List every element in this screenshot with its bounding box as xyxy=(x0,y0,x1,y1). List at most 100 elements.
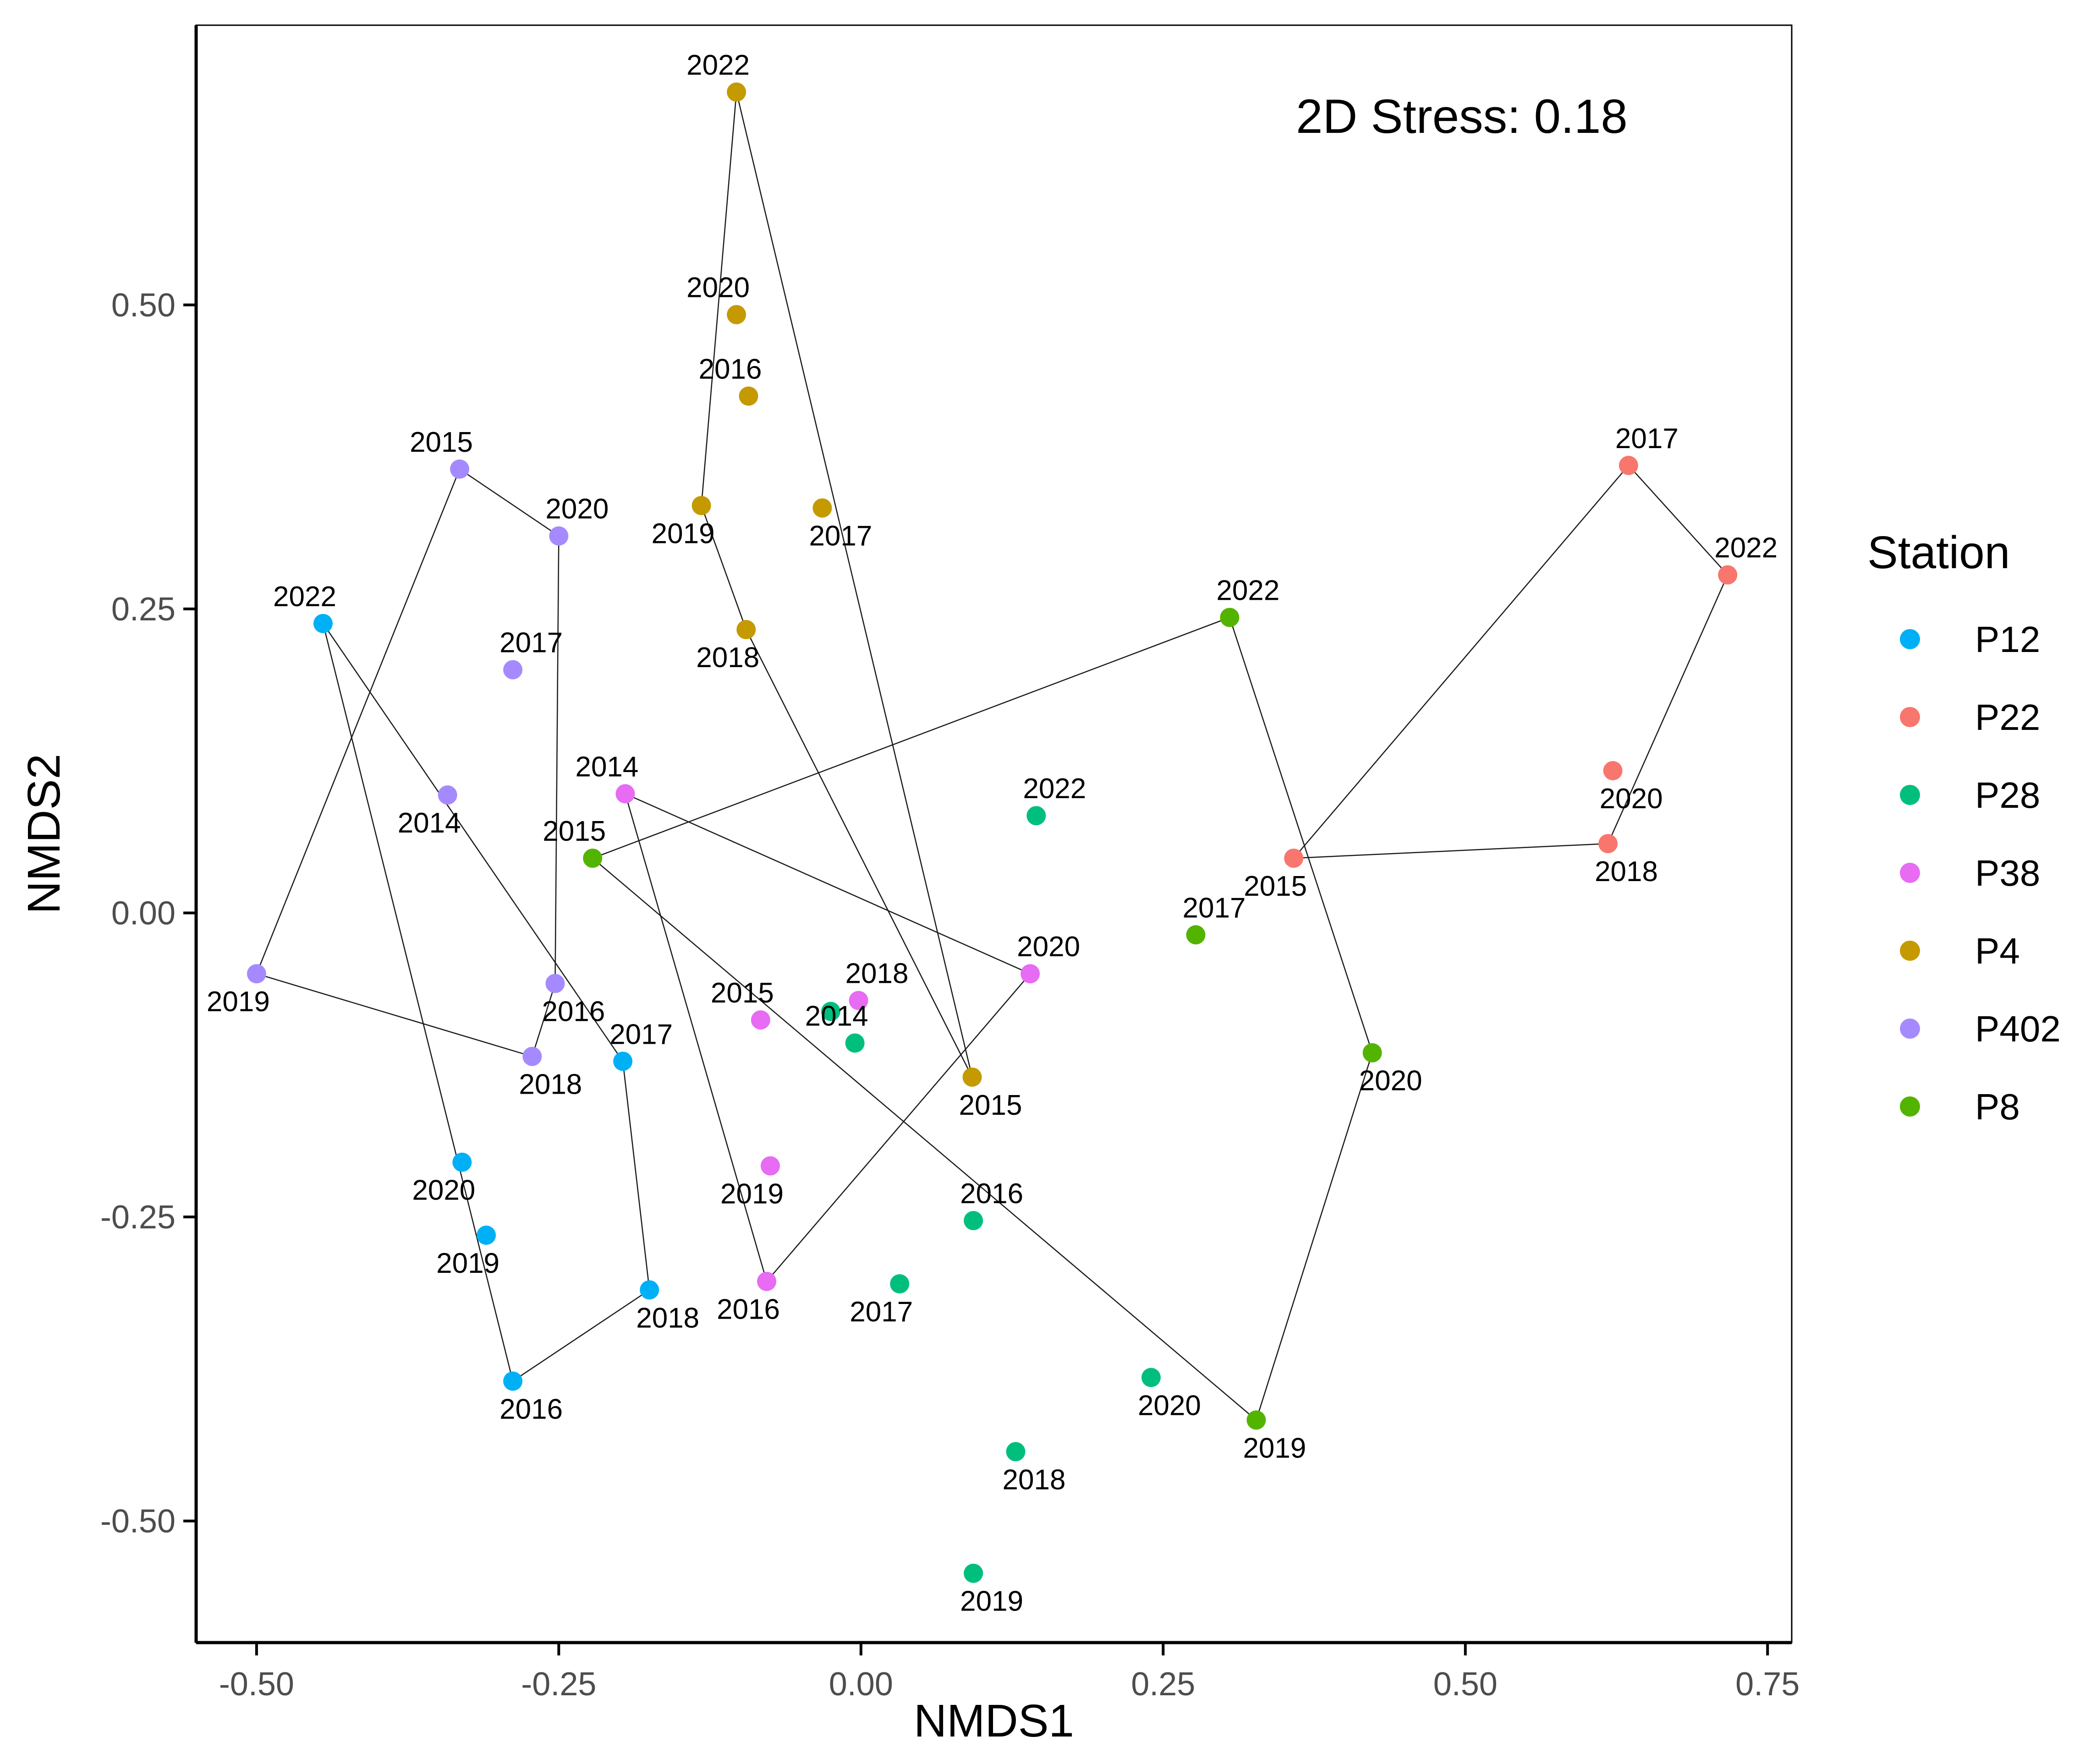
point-label: 2018 xyxy=(845,958,909,990)
point-labels: 2022 2020 2019 2017 2018 2016 2017 2022 2020 2015… xyxy=(207,49,1778,1617)
legend-label: P4 xyxy=(1975,931,2020,971)
legend-key-p22 xyxy=(1900,707,1920,727)
legend-items: P12 P22 P28 P38 P4 P402 P8 xyxy=(1900,619,2061,1127)
point-label: 2015 xyxy=(543,816,606,847)
hull-p402 xyxy=(256,468,560,1057)
point-label: 2020 xyxy=(412,1175,475,1206)
point-label: 2019 xyxy=(960,1586,1023,1617)
legend-label: P38 xyxy=(1975,853,2040,893)
point-p402 xyxy=(522,1046,542,1066)
legend-key-p28 xyxy=(1900,785,1920,805)
x-axis-ticks: -0.50 -0.25 0.00 0.25 0.50 0.75 xyxy=(219,1643,1800,1703)
legend-key-p12 xyxy=(1900,629,1920,649)
y-axis-ticks: -0.50 -0.25 0.00 0.25 0.50 xyxy=(100,287,196,1540)
point-p12 xyxy=(477,1225,496,1245)
legend-key-p4 xyxy=(1900,941,1920,961)
point-p402 xyxy=(545,974,565,993)
point-label: 2022 xyxy=(686,49,750,81)
point-p28 xyxy=(964,1211,983,1231)
point-p28 xyxy=(964,1563,983,1583)
hull-p38 xyxy=(624,793,1032,1283)
point-p4 xyxy=(736,620,756,640)
point-label: 2018 xyxy=(1003,1464,1066,1496)
legend-label: P8 xyxy=(1975,1086,2020,1127)
point-label: 2019 xyxy=(652,518,715,549)
point-p38 xyxy=(751,1010,770,1030)
point-label: 2019 xyxy=(436,1248,499,1279)
x-tick-label: 0.25 xyxy=(1131,1666,1195,1703)
y-tick-label: 0.00 xyxy=(111,895,176,932)
point-label: 2016 xyxy=(542,996,605,1027)
point-p28 xyxy=(890,1274,910,1294)
x-axis-title: NMDS1 xyxy=(914,1695,1074,1747)
point-label: 2015 xyxy=(959,1090,1022,1121)
point-label: 2020 xyxy=(1017,931,1080,963)
point-p38 xyxy=(1021,964,1040,984)
point-label: 2015 xyxy=(1244,871,1307,902)
point-p12 xyxy=(640,1280,659,1300)
point-p12 xyxy=(503,1371,523,1391)
point-p38 xyxy=(760,1156,780,1176)
x-tick-label: 0.00 xyxy=(829,1666,893,1703)
legend: Station P12 P22 P28 P38 P4 P402 P8 xyxy=(1867,527,2061,1127)
x-tick-label: 0.75 xyxy=(1735,1666,1800,1703)
legend-key-p8 xyxy=(1900,1096,1920,1117)
point-label: 2017 xyxy=(850,1296,913,1328)
point-label: 2019 xyxy=(720,1178,784,1210)
point-label: 2022 xyxy=(1216,575,1279,607)
point-p22 xyxy=(1619,455,1638,475)
point-p4 xyxy=(812,498,832,518)
legend-label: P12 xyxy=(1975,619,2040,660)
point-p8 xyxy=(1362,1043,1382,1063)
point-label: 2018 xyxy=(1595,856,1658,887)
point-p12 xyxy=(613,1052,633,1071)
x-tick-label: 0.50 xyxy=(1433,1666,1498,1703)
legend-label: P22 xyxy=(1975,697,2040,738)
point-p4 xyxy=(691,496,711,515)
point-label: 2019 xyxy=(207,986,270,1018)
point-p28 xyxy=(845,1033,865,1053)
point-label: 2014 xyxy=(575,751,638,783)
point-p22 xyxy=(1718,565,1738,585)
y-tick-label: 0.50 xyxy=(111,287,176,323)
point-label: 2020 xyxy=(1138,1390,1201,1421)
y-tick-label: -0.50 xyxy=(100,1503,176,1540)
point-label: 2014 xyxy=(805,1001,868,1032)
stress-annotation: 2D Stress: 0.18 xyxy=(1296,90,1628,143)
point-p22 xyxy=(1598,834,1618,854)
point-label: 2018 xyxy=(696,642,759,674)
point-p4 xyxy=(739,386,758,406)
point-p28 xyxy=(821,1002,840,1021)
point-label: 2022 xyxy=(1023,773,1086,805)
x-tick-label: -0.50 xyxy=(219,1666,294,1703)
point-label: 2017 xyxy=(1183,892,1246,924)
point-label: 2020 xyxy=(1600,783,1663,815)
point-p4 xyxy=(727,305,746,324)
y-tick-label: 0.25 xyxy=(111,591,176,628)
point-p22 xyxy=(1603,761,1623,780)
point-p22 xyxy=(1284,849,1304,868)
point-label: 2018 xyxy=(519,1069,582,1101)
point-label: 2017 xyxy=(809,520,872,552)
point-p402 xyxy=(438,785,457,805)
point-label: 2022 xyxy=(1714,532,1778,564)
point-p8 xyxy=(1246,1410,1266,1430)
point-p12 xyxy=(452,1152,472,1172)
point-label: 2016 xyxy=(960,1178,1023,1210)
y-tick-label: -0.25 xyxy=(100,1199,176,1236)
point-p38 xyxy=(757,1271,777,1291)
legend-key-p402 xyxy=(1900,1019,1920,1039)
point-label: 2017 xyxy=(499,627,563,659)
data-points xyxy=(247,82,1738,1583)
point-label: 2022 xyxy=(273,581,336,613)
point-p38 xyxy=(849,991,868,1010)
point-p28 xyxy=(1141,1368,1161,1387)
point-p402 xyxy=(503,660,523,679)
legend-title: Station xyxy=(1867,527,2010,578)
plot-panel xyxy=(195,24,1793,1643)
legend-label: P402 xyxy=(1975,1008,2061,1049)
x-tick-label: -0.25 xyxy=(521,1666,596,1703)
point-label: 2016 xyxy=(699,354,762,385)
point-p28 xyxy=(1026,806,1046,826)
